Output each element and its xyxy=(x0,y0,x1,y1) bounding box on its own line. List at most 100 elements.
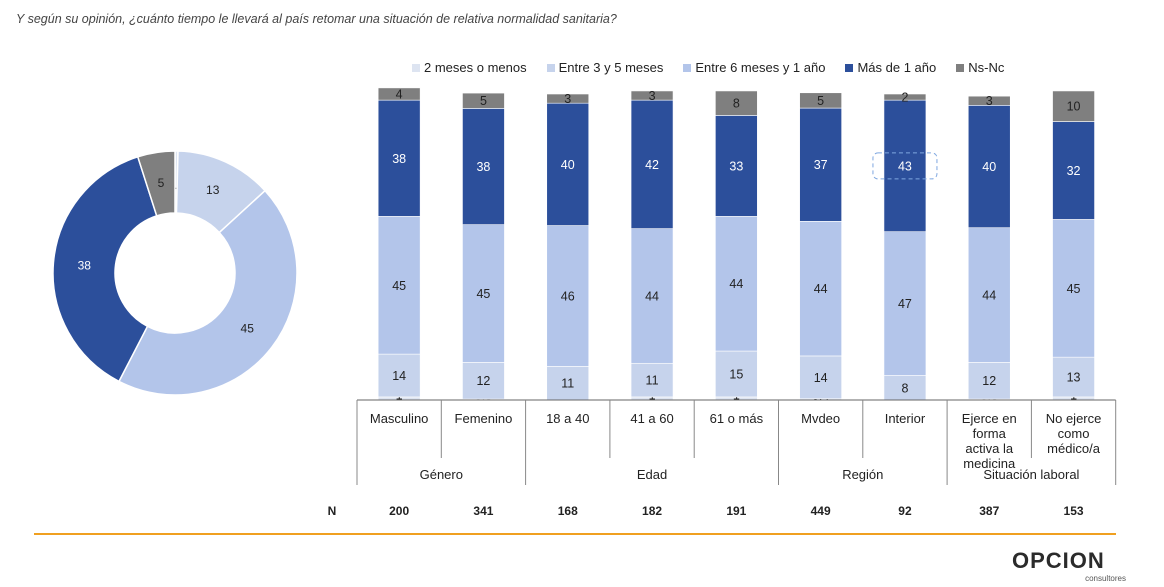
bar-segment xyxy=(799,220,842,357)
bar-value-label: 10 xyxy=(1067,100,1081,114)
bar-value-label: 42 xyxy=(645,158,659,172)
category-label: Mvdeo xyxy=(801,411,840,426)
bar-segment xyxy=(462,108,505,225)
bar-segment xyxy=(546,93,590,104)
bar-value-label: 44 xyxy=(982,289,996,303)
opcion-logo: OPCION consultores xyxy=(1012,548,1132,584)
category-label-line: médico/a xyxy=(1047,441,1101,456)
legend-label: Más de 1 año xyxy=(857,60,937,75)
category-label-line: como xyxy=(1058,426,1090,441)
bar-segment xyxy=(715,216,758,352)
bar-segment xyxy=(462,224,505,363)
category-label-line: Ejerce en xyxy=(962,411,1017,426)
bar-segment xyxy=(546,102,590,226)
highlight-box xyxy=(872,152,938,180)
donut-chart: .41345385 xyxy=(52,150,298,396)
category-label: Interior xyxy=(885,411,926,426)
bar-segment xyxy=(1052,219,1095,358)
category-label: 41 a 60 xyxy=(630,411,673,426)
bar-value-label: 38 xyxy=(392,152,406,166)
group-label: Región xyxy=(842,467,883,482)
bar-segment xyxy=(715,90,758,116)
bar-value-label: 12 xyxy=(982,374,996,388)
bar-segment xyxy=(1052,90,1095,122)
category-label-line: 61 o más xyxy=(710,411,764,426)
group-label: Situación laboral xyxy=(983,467,1079,482)
bar-value-label: 45 xyxy=(476,287,490,301)
legend-item: Más de 1 año xyxy=(845,60,936,75)
bar-value-label: 14 xyxy=(392,369,406,383)
legend-swatch xyxy=(412,63,420,72)
category-label-line: medicina xyxy=(963,456,1016,471)
bar-value-label: 3 xyxy=(564,92,571,106)
category-label-line: Masculino xyxy=(370,411,429,426)
bar-value-label: 15 xyxy=(729,367,743,381)
bar-segment xyxy=(967,105,1011,229)
n-value: 449 xyxy=(811,504,831,518)
bar-value-label: 11 xyxy=(646,374,659,388)
category-label-line: Interior xyxy=(885,411,926,426)
bar-value-label: 5 xyxy=(817,94,824,108)
bar-segment xyxy=(1052,121,1095,220)
bar-value-label: 44 xyxy=(814,282,828,296)
legend-item: Ns-Nc xyxy=(956,60,1004,75)
bar-value-label: 44 xyxy=(729,277,743,291)
category-label-line: forma xyxy=(973,426,1007,441)
category-label: Femenino xyxy=(455,411,513,426)
legend-swatch xyxy=(683,63,692,72)
bar-value-label: 13 xyxy=(1067,371,1081,385)
bar-value-label: 44 xyxy=(645,289,659,303)
bar-segment xyxy=(799,92,842,109)
bar-value-label: 2 xyxy=(901,91,908,105)
category-label: Masculino xyxy=(370,411,429,426)
donut-slice xyxy=(52,155,158,383)
bar-segment xyxy=(967,227,1011,363)
bar-value-label: 40 xyxy=(982,160,996,174)
bar-value-label: 33 xyxy=(729,159,743,173)
bar-value-label: 4 xyxy=(396,88,403,102)
category-label: Ejerce en forma activa la medicina xyxy=(962,411,1017,471)
bar-segment xyxy=(462,362,505,400)
n-value: 200 xyxy=(389,504,409,518)
bar-segment xyxy=(377,99,421,217)
bar-segment xyxy=(630,90,674,101)
bar-segment xyxy=(630,228,674,364)
legend-item: Entre 6 meses y 1 año xyxy=(683,60,825,75)
bar-segment xyxy=(799,355,842,400)
question-title: Y según su opinión, ¿cuánto tiempo le ll… xyxy=(16,12,617,26)
n-value: 92 xyxy=(898,504,912,518)
n-value: 168 xyxy=(558,504,578,518)
category-label-line: activa la xyxy=(965,441,1013,456)
donut-slice-label: 45 xyxy=(241,321,255,335)
bar-value-label: 3 xyxy=(986,94,993,108)
donut-slice-label: 13 xyxy=(206,183,220,197)
legend-label: 2 meses o menos xyxy=(424,60,527,75)
n-value: 182 xyxy=(642,504,662,518)
bar-value-label: 3 xyxy=(649,89,656,103)
bar-value-label: 32 xyxy=(1067,164,1081,178)
donut-slice xyxy=(117,189,298,396)
bar-value-label: 11 xyxy=(561,377,574,391)
n-value: 153 xyxy=(1064,504,1084,518)
bar-segment xyxy=(883,93,927,101)
bar-value-label: 8 xyxy=(733,97,740,111)
category-label: 18 a 40 xyxy=(546,411,589,426)
legend-label: Entre 3 y 5 meses xyxy=(558,60,664,75)
category-label: 61 o más xyxy=(710,411,764,426)
category-label-line: Mvdeo xyxy=(801,411,840,426)
bar-value-label: 46 xyxy=(561,289,575,303)
category-label-line: 41 a 60 xyxy=(630,411,673,426)
chart-legend: 2 meses o menos Entre 3 y 5 meses Entre 6 … xyxy=(412,60,1004,75)
legend-swatch xyxy=(845,63,854,72)
donut-slice xyxy=(136,150,176,217)
bar-value-label: 12 xyxy=(476,374,490,388)
category-label-line: 18 a 40 xyxy=(546,411,589,426)
bar-segment xyxy=(967,95,1011,106)
logo-main-text: OPCION xyxy=(1012,548,1105,573)
bar-value-label: 40 xyxy=(561,158,575,172)
category-label: No ejerce como médico/a xyxy=(1046,411,1102,456)
logo-sub-text: consultores xyxy=(1085,574,1126,583)
bar-value-label: 47 xyxy=(898,297,912,311)
bar-segment xyxy=(377,87,421,101)
